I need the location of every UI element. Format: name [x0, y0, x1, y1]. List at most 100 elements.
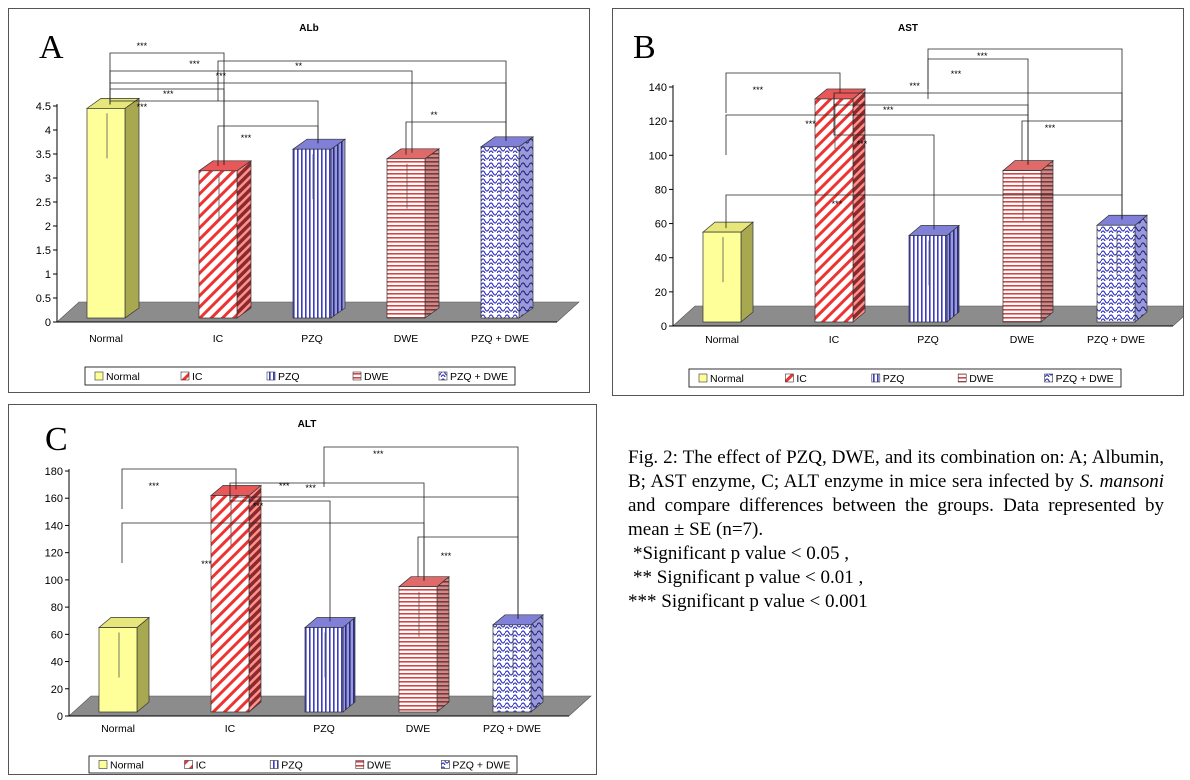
significance-1: *Significant p value < 0.05 ,: [633, 543, 849, 564]
bar-face: [86, 108, 126, 319]
bar-face: [480, 146, 520, 319]
significance-bracket: ***: [217, 125, 319, 166]
significance-bracket: ***: [725, 114, 1029, 165]
significance-2: ** Significant p value < 0.01 ,: [633, 567, 864, 588]
category-label-pzq-dwe: PZQ + DWE: [483, 723, 541, 735]
legend-swatch-dwe: [352, 371, 362, 381]
bar-side: [136, 616, 150, 713]
y-tick-label: 60: [51, 629, 63, 641]
legend-swatch-ic: [785, 373, 794, 383]
significance-bracket: ***: [833, 94, 935, 230]
y-tick-label: 160: [45, 493, 63, 505]
y-tick-label: 140: [649, 82, 667, 94]
chart-panel-b: AST 0 20 40 60 80 100 120 140 Normal IC PZQ DWE PZQ +…: [612, 8, 1184, 396]
significance-label: ***: [977, 51, 988, 61]
chart-legend: Normal IC PZQ DWE PZQ + DWE: [688, 368, 1122, 388]
bar-dwe: [1002, 159, 1054, 323]
y-tick-label: 120: [45, 548, 63, 560]
significance-label: ***: [253, 501, 264, 511]
y-tick-label: 80: [655, 184, 667, 196]
chart-legend: Normal IC PZQ DWE PZQ + DWE: [88, 755, 518, 774]
bar-normal: [98, 616, 150, 713]
bar-side: [852, 88, 866, 323]
bracket-line: [121, 468, 237, 509]
significance-bracket: ***: [833, 81, 1123, 220]
bar-face: [908, 235, 948, 323]
bar-side: [740, 221, 754, 323]
significance-bracket: **: [217, 60, 507, 141]
chart-title: ALT: [298, 419, 317, 430]
legend-swatch-dwe: [355, 760, 365, 769]
legend-swatch-ic: [184, 760, 193, 769]
y-tick-label: 60: [655, 219, 667, 231]
significance-bracket: ***: [927, 58, 1029, 165]
significance-label: ***: [753, 85, 764, 95]
significance-label: ***: [279, 481, 290, 491]
bar-normal: [702, 221, 754, 323]
bracket-line: [121, 522, 425, 581]
legend-label-normal: Normal: [710, 373, 744, 385]
y-tick-label: 3.5: [36, 149, 51, 161]
y-tick-label: 1: [45, 269, 51, 281]
bar-side: [436, 575, 450, 713]
species-genus: S.: [1079, 471, 1094, 492]
significance-label: ***: [163, 89, 174, 99]
y-tick-label: 2: [45, 221, 51, 233]
legend-box: [688, 368, 1122, 388]
significance-bracket: ***: [417, 536, 519, 619]
bar-face: [210, 495, 250, 713]
bar-face: [814, 98, 854, 323]
y-tick-label: 0: [45, 317, 51, 329]
y-tick-label: 40: [51, 657, 63, 669]
legend-label-normal: Normal: [106, 371, 140, 383]
legend-swatch-pzq-dwe: [438, 371, 448, 381]
significance-bracket: ***: [1021, 120, 1123, 220]
bar-side: [330, 138, 346, 319]
chart-title: AST: [898, 23, 918, 34]
chart-a: ALb 0 0.5 1 1.5 2 2.5 3 3.5 4 4.5 Normal IC PZQ DWE PZQ…: [36, 23, 580, 386]
category-label-pzq: PZQ: [301, 333, 323, 345]
legend-swatch-normal: [698, 373, 708, 383]
bar-dwe: [398, 575, 450, 713]
y-tick-label: 140: [45, 520, 63, 532]
significance-label: **: [295, 61, 303, 71]
legend-swatch-pzq: [266, 371, 276, 381]
bar-pzq: [291, 138, 347, 319]
legend-swatch-normal: [94, 371, 104, 381]
chart-panel-c: ALT 0 20 40 60 80 100 120 140 160 180 Normal IC PZQ DW…: [8, 404, 597, 775]
bar-side: [1134, 214, 1148, 323]
significance-label: ***: [137, 41, 148, 51]
significance-label: **: [430, 110, 438, 120]
significance-label: ***: [305, 483, 316, 493]
y-tick-label: 0.5: [36, 293, 51, 305]
bar-pzq: [304, 616, 356, 713]
significance-label: ***: [441, 551, 452, 561]
legend-label-dwe: DWE: [364, 371, 389, 383]
y-tick-label: 100: [649, 150, 667, 162]
chart-b: AST 0 20 40 60 80 100 120 140 Normal IC PZQ DWE PZQ +…: [649, 23, 1183, 388]
significance-label: ***: [201, 559, 212, 569]
bracket-line: [725, 72, 841, 113]
legend-swatch-pzq: [871, 373, 881, 383]
y-tick-label: 4: [45, 125, 51, 137]
significance-bracket: ***: [121, 522, 425, 581]
legend-label-pzq: PZQ: [278, 371, 300, 383]
chart-c: ALT 0 20 40 60 80 100 120 140 160 180 Normal IC PZQ DW…: [45, 419, 592, 774]
category-label-dwe: DWE: [1010, 334, 1035, 346]
significance-label: ***: [373, 449, 384, 459]
bar-side: [124, 97, 140, 319]
category-label-dwe: DWE: [394, 333, 419, 345]
legend-label-ic: IC: [796, 373, 807, 385]
caption-suffix: and compare differences between the grou…: [628, 495, 1164, 540]
significance-label: ***: [805, 119, 816, 129]
bar-normal: [85, 97, 141, 319]
significance-bracket: ***: [229, 483, 519, 619]
significance-label: ***: [951, 69, 962, 79]
panel-label-b: B: [633, 29, 656, 66]
significance-bracket: ***: [109, 59, 413, 153]
panel-label-a: A: [39, 29, 64, 66]
bar-side: [530, 614, 544, 713]
significance-label: ***: [857, 139, 868, 149]
bar-pzq: [908, 224, 960, 323]
legend-swatch-pzq-dwe: [441, 760, 450, 769]
